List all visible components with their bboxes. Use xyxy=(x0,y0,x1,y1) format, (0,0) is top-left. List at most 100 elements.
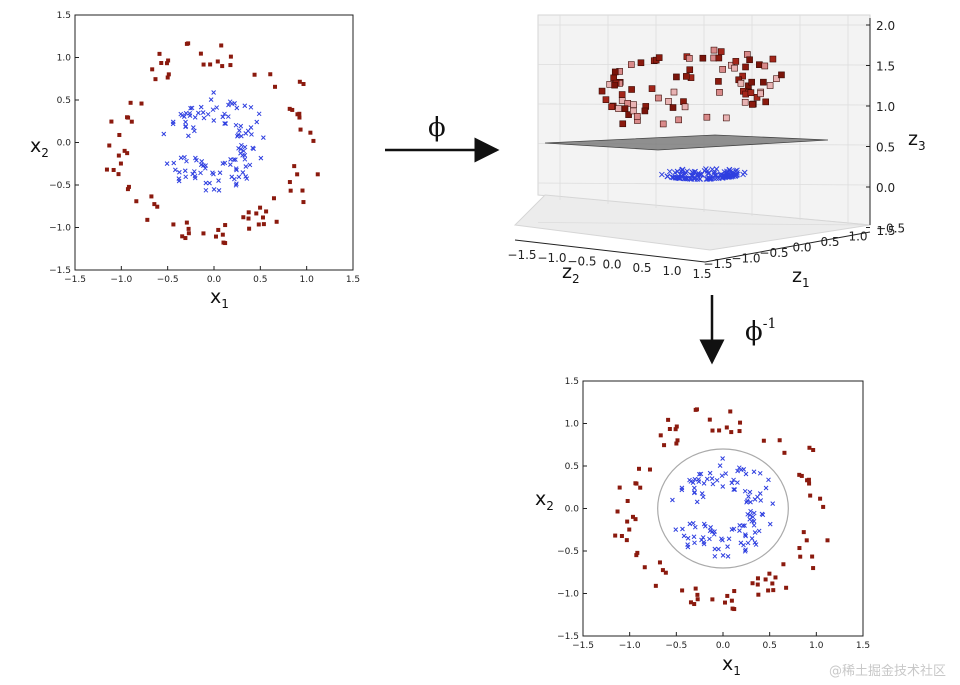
inner-point xyxy=(214,105,220,110)
outer-point xyxy=(155,204,160,209)
lifted-outer-point xyxy=(611,81,618,89)
inner-point xyxy=(692,524,698,530)
lifted-outer-point xyxy=(665,98,672,105)
inner-point xyxy=(688,479,694,484)
inner-point xyxy=(233,166,239,171)
data-points xyxy=(104,41,320,246)
inner-point xyxy=(189,105,195,111)
z2-tick-label: 1.5 xyxy=(692,267,711,281)
inner-point xyxy=(183,119,188,125)
outer-point xyxy=(766,588,771,593)
inner-point xyxy=(747,516,753,522)
lower-inner-point xyxy=(664,173,671,180)
inner-point xyxy=(681,533,687,539)
outer-point xyxy=(707,417,712,422)
x-axis-label: x1 xyxy=(210,286,229,311)
outer-point xyxy=(821,504,826,509)
inner-point xyxy=(205,111,211,117)
outer-point xyxy=(139,101,144,106)
inner-point xyxy=(716,546,721,552)
z2-tick-label: −0.5 xyxy=(567,254,596,268)
lifted-outer-point xyxy=(760,78,767,86)
outer-point xyxy=(149,194,154,199)
outer-point xyxy=(290,107,295,112)
outer-point xyxy=(756,592,761,597)
outer-point xyxy=(634,553,639,558)
inner-point xyxy=(225,114,231,119)
outer-point xyxy=(215,59,220,64)
gridline xyxy=(537,222,871,226)
inner-point xyxy=(161,131,167,137)
lifted-outer-point xyxy=(611,68,619,76)
outer-point xyxy=(807,445,812,450)
z2-axis xyxy=(514,239,706,263)
inner-point xyxy=(242,152,248,158)
lifted-outer-point xyxy=(602,96,610,103)
inner-point xyxy=(192,173,198,179)
lifted-outer-point xyxy=(630,101,637,108)
lifted-outer-point xyxy=(710,46,718,54)
outer-point xyxy=(258,205,263,210)
outer-point xyxy=(216,227,221,232)
outer-point xyxy=(297,115,302,120)
lower-inner-point xyxy=(740,171,746,178)
outer-point xyxy=(246,210,251,215)
inner-point xyxy=(211,90,216,95)
inner-point xyxy=(182,154,187,160)
inner-point xyxy=(751,522,757,528)
separating-plane xyxy=(544,134,829,151)
inner-point xyxy=(210,107,216,113)
inner-point xyxy=(707,536,712,542)
inner-point xyxy=(759,511,765,517)
outer-point xyxy=(767,571,772,576)
outer-point xyxy=(220,64,225,69)
x-axis-label: x1 xyxy=(722,653,741,678)
lifted-outer-point xyxy=(742,63,749,71)
outer-point xyxy=(798,554,803,559)
decision-boundary-circle xyxy=(657,448,789,569)
outer-point xyxy=(198,51,203,56)
inner-point xyxy=(256,111,262,117)
outer-point xyxy=(241,215,246,220)
inner-point xyxy=(250,145,256,151)
inner-point xyxy=(234,167,239,173)
z1-tick-label: 1.0 xyxy=(848,230,867,244)
lifted-outer-point xyxy=(757,90,764,98)
inner-point xyxy=(231,157,237,163)
inner-point xyxy=(177,169,182,175)
lifted-outer-point xyxy=(619,120,627,128)
y-tick-label: 0.0 xyxy=(57,139,72,149)
inner-point xyxy=(182,168,188,174)
inner-point xyxy=(704,476,710,482)
outer-point xyxy=(799,473,804,478)
inner-point xyxy=(261,135,266,140)
outer-point xyxy=(300,188,305,193)
outer-point xyxy=(274,219,279,224)
inner-point xyxy=(740,523,746,529)
inner-point xyxy=(745,540,751,546)
outer-point xyxy=(662,443,667,448)
outer-point xyxy=(109,119,114,124)
inner-point xyxy=(242,156,248,162)
inner-point xyxy=(735,480,740,485)
z1-tick-labels: −1.5−1.0−0.5 0.0 0.5 1.0 1.5 xyxy=(703,224,895,271)
inner-point xyxy=(216,188,222,193)
outer-point xyxy=(116,153,121,158)
z2-axis-label: z2 xyxy=(562,261,580,286)
outer-point xyxy=(213,234,218,239)
outer-point xyxy=(246,216,251,221)
outer-point xyxy=(613,533,618,538)
phi-label: ϕ xyxy=(428,113,446,143)
outer-point xyxy=(804,538,809,543)
inner-point xyxy=(763,485,769,491)
lifted-outer-point xyxy=(669,104,677,111)
outer-point xyxy=(122,148,127,153)
outer-point xyxy=(675,438,680,443)
z1-axis xyxy=(704,231,871,263)
inner-point xyxy=(685,535,691,541)
lifted-outer-point xyxy=(655,94,662,102)
outer-point xyxy=(710,428,715,433)
lower-inner-point xyxy=(721,172,728,178)
outer-point xyxy=(755,576,760,581)
lower-inner-point xyxy=(689,169,696,176)
